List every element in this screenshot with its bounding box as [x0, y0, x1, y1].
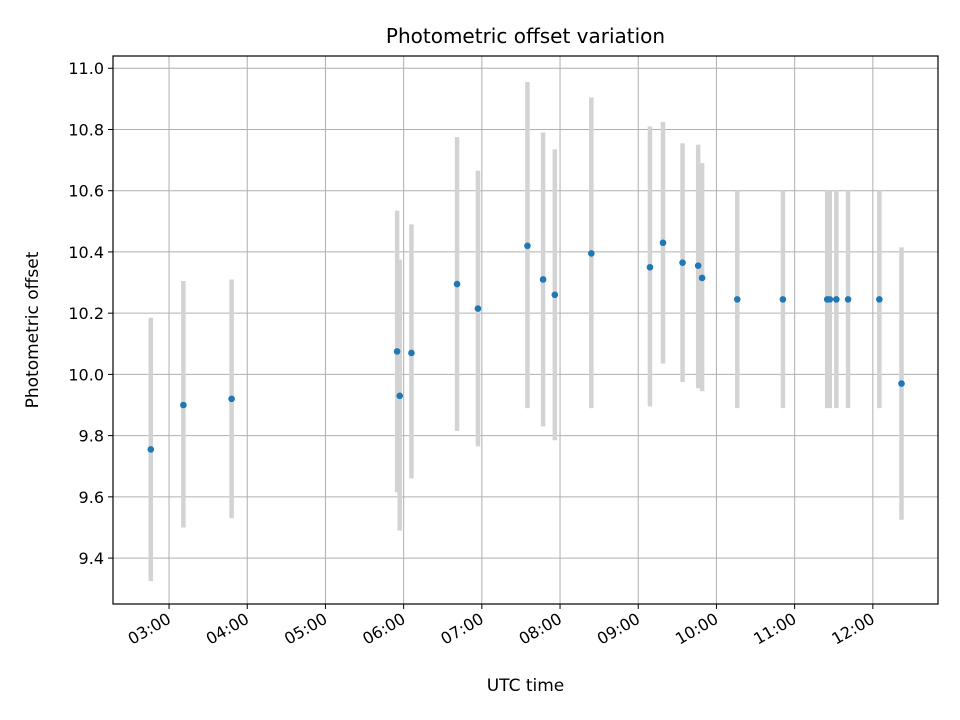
data-point [396, 392, 404, 400]
data-point [588, 250, 595, 257]
data-point [474, 305, 482, 312]
data-points [147, 239, 905, 453]
data-point [180, 401, 187, 409]
data-point [898, 380, 905, 387]
y-axis-label: Photometric offset [23, 251, 43, 408]
data-point [733, 296, 741, 303]
data-point [408, 349, 415, 357]
data-point [833, 296, 840, 303]
y-tick-label: 10.6 [68, 182, 104, 201]
data-point [147, 446, 155, 453]
y-tick-label: 10.0 [68, 365, 104, 384]
data-point [698, 274, 706, 282]
y-tick-label: 10.8 [68, 120, 104, 139]
data-point [659, 239, 667, 247]
data-point [646, 263, 654, 271]
data-point [679, 259, 686, 266]
data-point [844, 296, 852, 303]
y-tick-label: 9.8 [79, 427, 104, 446]
plot-frame [112, 55, 939, 605]
y-axis-ticks: 9.4 9.6 9.8 10.0 10.2 10.4 10.6 10.8 11.0 [68, 59, 113, 568]
data-point [826, 296, 834, 303]
y-tick-label: 9.4 [79, 549, 104, 568]
data-point [524, 242, 531, 250]
data-point [228, 395, 235, 403]
data-point [694, 262, 702, 270]
data-point [539, 276, 547, 283]
x-axis-label: UTC time [487, 676, 565, 696]
y-tick-label: 11.0 [68, 59, 104, 78]
data-point [551, 291, 559, 299]
y-tick-label: 10.4 [68, 243, 104, 262]
data-point [453, 280, 461, 288]
data-point [393, 348, 401, 355]
data-point [876, 296, 883, 303]
chart-title: Photometric offset variation [386, 24, 665, 48]
y-tick-label: 10.2 [68, 304, 104, 323]
y-tick-label: 9.6 [79, 488, 104, 507]
data-point [779, 296, 787, 303]
